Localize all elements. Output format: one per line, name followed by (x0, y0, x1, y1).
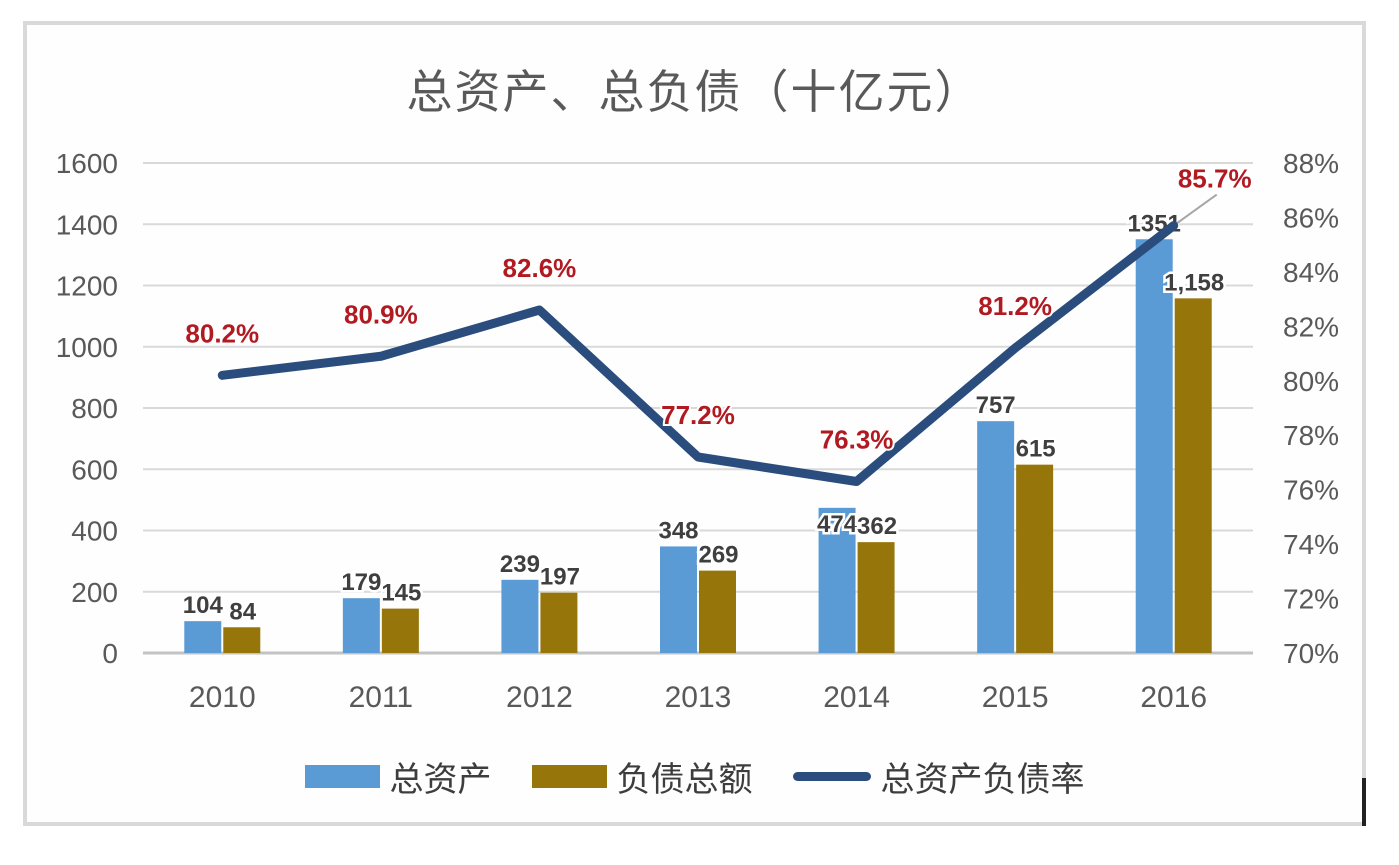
bar-total-liabilities-2010 (223, 627, 261, 653)
chart-legend: 总资产 负债总额 总资产负债率 (23, 752, 1366, 801)
x-axis-category-label: 2014 (823, 681, 890, 714)
bar-value-label: 1351 (1128, 210, 1181, 237)
legend-label-debt-ratio: 总资产负债率 (880, 760, 1085, 800)
bar-value-label: 239 (500, 551, 540, 578)
left-axis-tick-label: 1200 (56, 271, 118, 302)
frame-dark-segment (1362, 778, 1366, 826)
right-axis-tick-label: 70% (1283, 638, 1339, 669)
left-axis-tick-label: 1600 (56, 148, 118, 179)
right-axis-tick-label: 88% (1283, 148, 1339, 179)
bar-value-label: 615 (1016, 436, 1056, 463)
x-axis-category-label: 2010 (189, 681, 256, 714)
right-axis-tick-label: 82% (1283, 311, 1339, 342)
right-axis-tick-label: 74% (1283, 529, 1339, 560)
right-axis-tick-label: 80% (1283, 366, 1339, 397)
x-axis-category-label: 2016 (1140, 681, 1207, 714)
right-axis-tick-label: 84% (1283, 257, 1339, 288)
bar-value-label: 104 (183, 592, 224, 619)
label-leader-line (1173, 193, 1218, 227)
bar-value-label: 269 (698, 542, 738, 569)
bar-total-assets-2016 (1135, 239, 1173, 653)
bar-value-label: 1,158 (1164, 269, 1224, 296)
bar-value-label: 179 (341, 569, 381, 596)
left-axis-tick-label: 400 (71, 516, 118, 547)
bar-total-assets-2015 (977, 421, 1015, 653)
legend-item-total-assets: 总资产 (304, 752, 492, 801)
left-axis-tick-label: 800 (71, 393, 118, 424)
right-axis-tick-label: 72% (1283, 584, 1339, 615)
x-axis-category-label: 2012 (506, 681, 573, 714)
right-axis-tick-label: 78% (1283, 420, 1339, 451)
x-axis-category-label: 2013 (665, 681, 732, 714)
chart-title: 总资产、总负债（十亿元） (406, 65, 983, 119)
left-axis-tick-label: 600 (71, 454, 118, 485)
left-axis-tick-label: 200 (71, 577, 118, 608)
bar-total-assets-2013 (660, 546, 697, 653)
debt-ratio-line (217, 221, 1179, 486)
left-axis-tick-label: 0 (102, 638, 118, 669)
debt-ratio-value-label: 81.2% (978, 291, 1052, 321)
left-axis-tick-label: 1000 (56, 332, 118, 363)
debt-ratio-value-label: 76.3% (820, 425, 894, 455)
bar-value-label: 757 (976, 392, 1016, 419)
bar-value-label: 145 (381, 580, 421, 607)
right-axis-tick-label: 76% (1283, 475, 1339, 506)
bar-total-assets-2010 (184, 621, 222, 653)
x-axis-category-label: 2015 (982, 681, 1049, 714)
x-axis-category-label: 2011 (349, 681, 414, 714)
debt-ratio-value-label: 77.2% (661, 400, 735, 430)
legend-item-total-liabilities: 负债总额 (531, 752, 753, 801)
bar-total-liabilities-2016 (1174, 298, 1212, 653)
debt-ratio-value-label: 80.2% (185, 318, 259, 348)
bar-total-assets-2011 (342, 598, 380, 653)
right-axis-tick-label: 86% (1283, 202, 1339, 233)
bar-total-assets-2014 (818, 507, 856, 653)
bar-total-liabilities-2015 (1016, 464, 1054, 653)
bar-total-liabilities-2013 (699, 570, 736, 653)
legend-label-total-assets: 总资产 (389, 760, 492, 800)
bar-value-label: 84 (229, 598, 256, 625)
left-axis-tick-label: 1400 (56, 209, 118, 240)
bar-value-label: 474 (817, 511, 858, 538)
debt-ratio-value-label: 80.9% (344, 299, 418, 329)
bar-value-label: 197 (540, 564, 580, 591)
total-liabilities-swatch-icon (531, 765, 607, 788)
debt-ratio-value-label: 82.6% (503, 253, 577, 283)
bar-total-liabilities-2012 (540, 592, 578, 653)
bar-total-liabilities-2014 (857, 542, 895, 653)
bar-total-assets-2012 (501, 579, 539, 653)
legend-label-total-liabilities: 负债总额 (616, 760, 753, 800)
debt-ratio-value-label: 85.7% (1178, 164, 1252, 194)
total-assets-swatch-icon (304, 765, 380, 788)
debt-ratio-line-swatch-icon (792, 772, 871, 781)
legend-item-debt-ratio: 总资产负债率 (792, 752, 1085, 801)
bar-value-label: 348 (658, 517, 698, 544)
bar-value-label: 362 (857, 513, 897, 540)
bar-total-liabilities-2011 (381, 608, 419, 653)
